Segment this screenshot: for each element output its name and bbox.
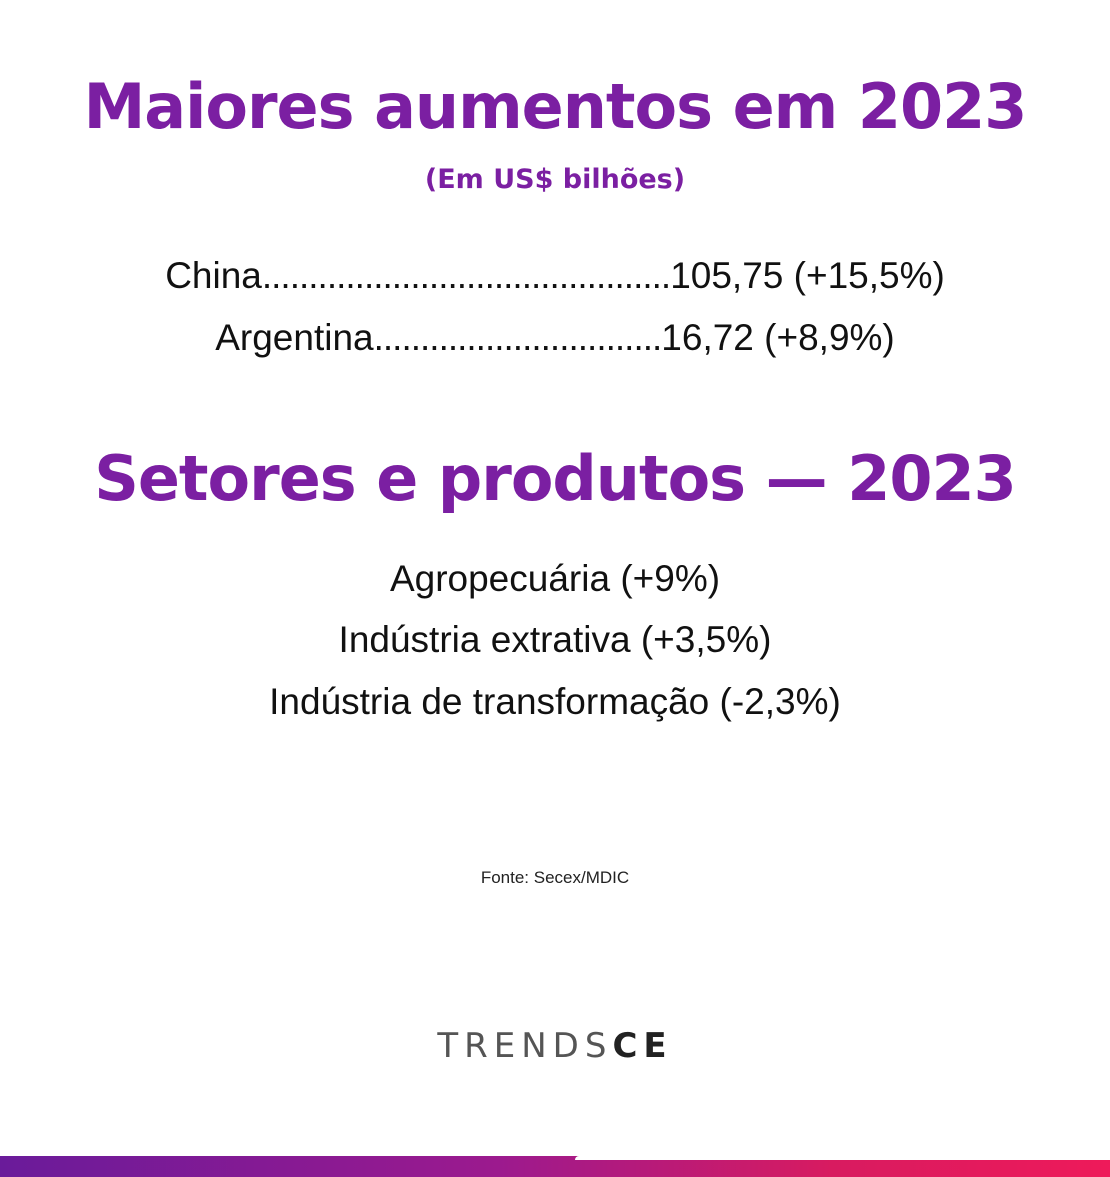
- section-title-maiores-aumentos: Maiores aumentos em 2023: [83, 70, 1028, 143]
- country-value: 105,75 (+15,5%): [670, 255, 945, 296]
- list-item-china: China...................................…: [0, 255, 1110, 297]
- list-item-sector: Indústria extrativa (+3,5%): [338, 619, 772, 660]
- country-label: China: [165, 255, 262, 296]
- logo-text-light: TRENDS: [437, 1026, 613, 1066]
- trendsce-logo: TRENDSCE: [0, 1026, 1110, 1066]
- list-item-sector: Indústria de transformação (-2,3%): [269, 681, 841, 722]
- dot-leader: ........................................…: [261, 255, 671, 296]
- dot-leader: ...............................: [373, 317, 663, 358]
- country-label: Argentina: [215, 317, 374, 358]
- section-title-setores-produtos: Setores e produtos — 2023: [94, 442, 1017, 515]
- list-item-sector: Agropecuária (+9%): [389, 558, 721, 599]
- list-item-argentina: Argentina...............................…: [0, 317, 1110, 359]
- section-subtitle-unit: (Em US$ bilhões): [424, 164, 686, 195]
- bottom-gradient-bar: [0, 1156, 1110, 1177]
- country-value: 16,72 (+8,9%): [661, 317, 895, 358]
- logo-text-bold: CE: [612, 1026, 673, 1066]
- source-note: Fonte: Secex/MDIC: [480, 868, 630, 887]
